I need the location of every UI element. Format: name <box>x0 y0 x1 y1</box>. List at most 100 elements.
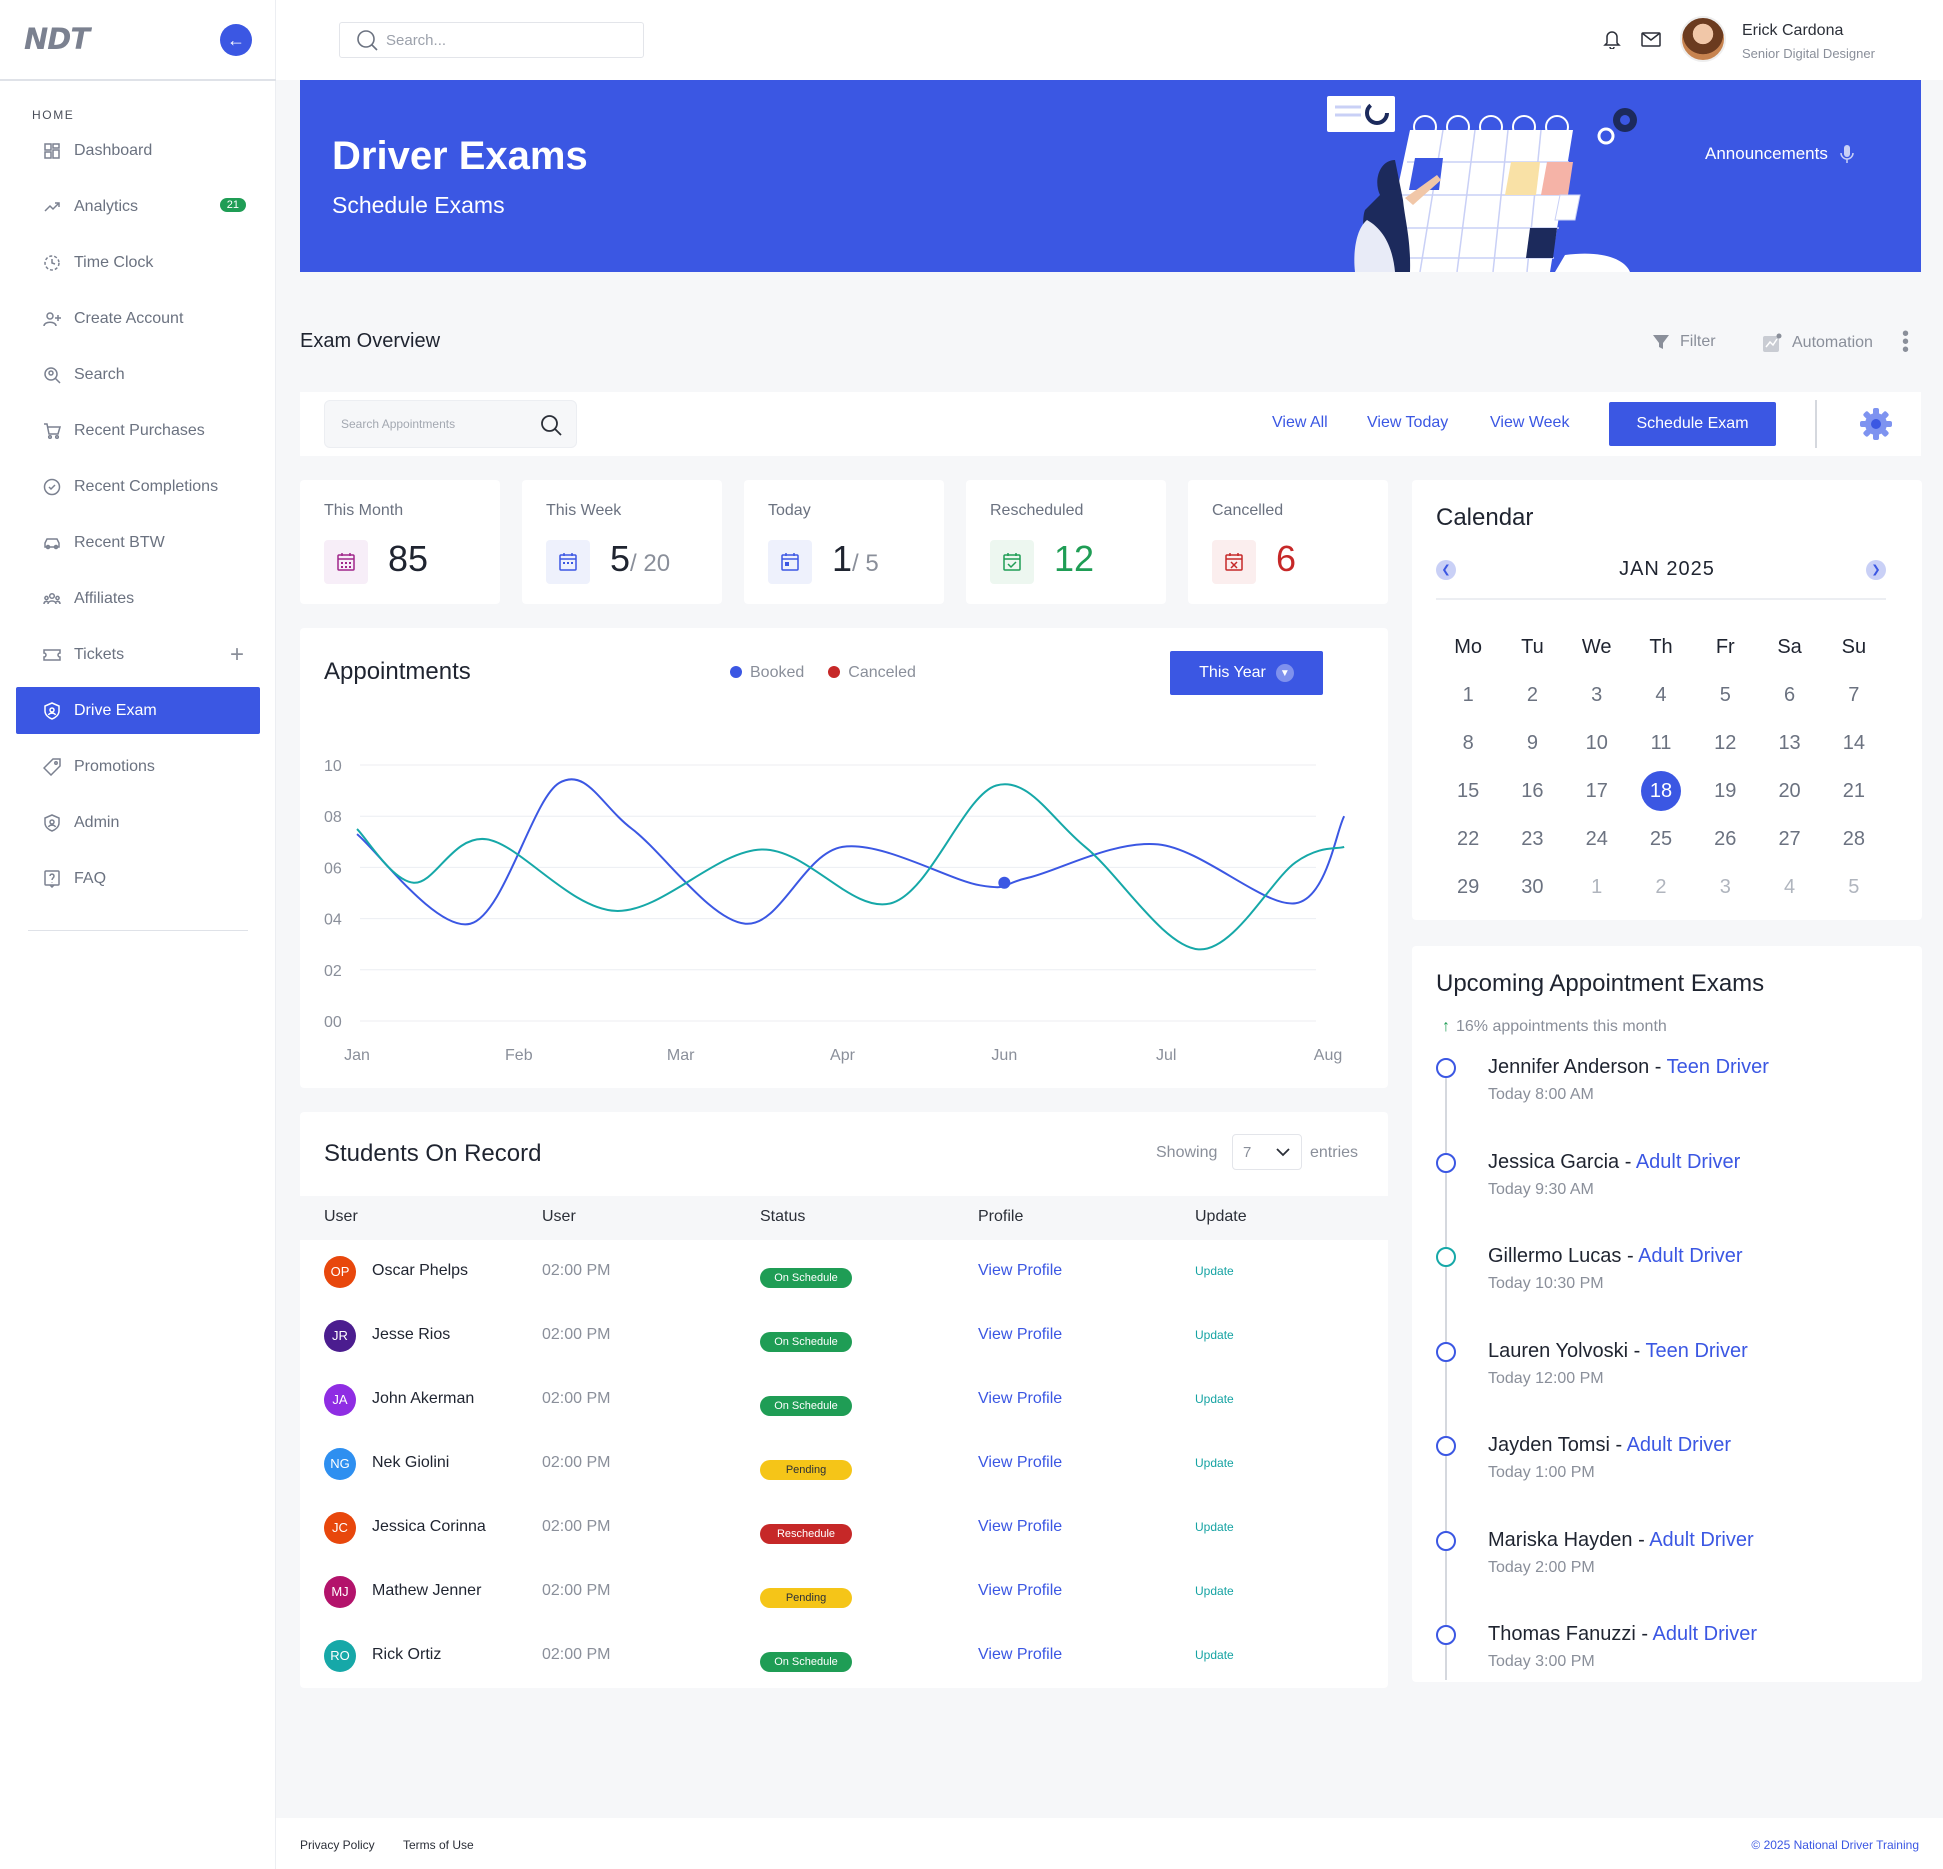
view-profile-link[interactable]: View Profile <box>978 1262 1063 1279</box>
calendar-day[interactable]: 22 <box>1457 827 1480 850</box>
column-header[interactable]: Status <box>760 1208 806 1225</box>
update-link[interactable]: Update <box>1195 1328 1234 1342</box>
sidebar-item-create-account[interactable]: Create Account <box>16 295 260 342</box>
calendar-day[interactable]: 1 <box>1591 875 1603 898</box>
calendar-day[interactable]: 4 <box>1655 683 1667 706</box>
sidebar-item-faq[interactable]: FAQ <box>16 855 260 902</box>
calendar-next-button[interactable]: ❯ <box>1866 560 1886 580</box>
calendar-day[interactable]: 16 <box>1521 779 1544 802</box>
calendar-day[interactable]: 8 <box>1462 731 1474 754</box>
view-profile-link[interactable]: View Profile <box>978 1390 1063 1407</box>
calendar-day[interactable]: 21 <box>1842 779 1865 802</box>
calendar-day[interactable]: 24 <box>1585 827 1608 850</box>
entries-label: entries <box>1310 1144 1359 1161</box>
view-profile-link[interactable]: View Profile <box>978 1582 1063 1599</box>
sidebar-item-analytics[interactable]: Analytics 21 <box>16 183 260 230</box>
weekday-label: Mo <box>1454 635 1483 658</box>
app-logo[interactable]: NDT <box>24 22 90 56</box>
view-week-link[interactable]: View Week <box>1490 414 1570 431</box>
sidebar-item-time-clock[interactable]: Time Clock <box>16 239 260 286</box>
year-range-dropdown[interactable]: This Year ▼ <box>1170 651 1323 695</box>
sidebar-item-dashboard[interactable]: Dashboard <box>16 127 260 174</box>
calendar-day[interactable]: 1 <box>1462 683 1474 706</box>
bell-icon[interactable] <box>1603 29 1621 49</box>
calendar-day[interactable]: 15 <box>1457 779 1480 802</box>
view-all-link[interactable]: View All <box>1272 414 1328 431</box>
calendar-prev-button[interactable]: ❮ <box>1436 560 1456 580</box>
column-header[interactable]: Profile <box>978 1208 1024 1225</box>
exam-type: Teen Driver <box>1666 1056 1769 1078</box>
automation-button[interactable]: Automation <box>1762 333 1873 353</box>
user-name[interactable]: Erick Cardona <box>1742 22 1844 39</box>
legend-booked[interactable]: Booked <box>730 664 804 682</box>
calendar-day[interactable]: 3 <box>1719 875 1731 898</box>
calendar-day[interactable]: 27 <box>1778 827 1801 850</box>
calendar-day[interactable]: 28 <box>1842 827 1865 850</box>
view-profile-link[interactable]: View Profile <box>978 1454 1063 1471</box>
announcements-link[interactable]: Announcements <box>1705 144 1854 164</box>
mail-icon[interactable] <box>1641 32 1661 47</box>
column-header[interactable]: Update <box>1195 1208 1247 1225</box>
sidebar-item-admin[interactable]: Admin <box>16 799 260 846</box>
sidebar-item-recent-purchases[interactable]: Recent Purchases <box>16 407 260 454</box>
calendar-day[interactable]: 11 <box>1650 731 1672 754</box>
sidebar-item-tickets[interactable]: Tickets + <box>16 631 260 678</box>
calendar-day[interactable]: 14 <box>1842 731 1865 754</box>
appointment-search-input[interactable]: Search Appointments <box>324 400 577 448</box>
calendar-day[interactable]: 13 <box>1778 731 1801 754</box>
calendar-day[interactable]: 26 <box>1714 827 1737 850</box>
global-search-input[interactable]: Search... <box>339 22 644 58</box>
students-title: Students On Record <box>324 1140 542 1167</box>
terms-of-use-link[interactable]: Terms of Use <box>403 1838 474 1852</box>
calendar-day[interactable]: 18 <box>1629 767 1693 815</box>
collapse-sidebar-button[interactable]: ← <box>220 24 252 56</box>
calendar-day[interactable]: 2 <box>1526 683 1538 706</box>
column-header[interactable]: User <box>324 1208 358 1225</box>
calendar-day[interactable]: 9 <box>1526 731 1538 754</box>
sidebar-item-recent-btw[interactable]: Recent BTW <box>16 519 260 566</box>
calendar-day[interactable]: 7 <box>1848 683 1860 706</box>
calendar-day[interactable]: 23 <box>1521 827 1544 850</box>
view-profile-link[interactable]: View Profile <box>978 1518 1063 1535</box>
calendar-day[interactable]: 5 <box>1848 875 1860 898</box>
view-profile-link[interactable]: View Profile <box>978 1646 1063 1663</box>
sidebar-item-recent-completions[interactable]: Recent Completions <box>16 463 260 510</box>
update-link[interactable]: Update <box>1195 1584 1234 1598</box>
calendar-day[interactable]: 30 <box>1521 875 1544 898</box>
calendar-day[interactable]: 6 <box>1784 683 1796 706</box>
update-link[interactable]: Update <box>1195 1648 1234 1662</box>
entries-select[interactable]: 7 <box>1232 1134 1302 1170</box>
calendar-day[interactable]: 25 <box>1649 827 1673 850</box>
exam-time: Today 12:00 PM <box>1488 1369 1604 1387</box>
calendar-day[interactable]: 20 <box>1778 779 1801 802</box>
update-link[interactable]: Update <box>1195 1520 1234 1534</box>
sidebar-item-affiliates[interactable]: Affiliates <box>16 575 260 622</box>
calendar-day[interactable]: 4 <box>1784 875 1796 898</box>
view-profile-link[interactable]: View Profile <box>978 1326 1063 1343</box>
view-today-link[interactable]: View Today <box>1367 414 1449 431</box>
filter-button[interactable]: Filter <box>1652 333 1716 351</box>
update-link[interactable]: Update <box>1195 1264 1234 1278</box>
sidebar-item-drive-exam[interactable]: Drive Exam <box>16 687 260 734</box>
calendar-day[interactable]: 5 <box>1719 683 1731 706</box>
calendar-day[interactable]: 29 <box>1457 875 1480 898</box>
schedule-exam-button[interactable]: Schedule Exam <box>1609 402 1776 446</box>
calendar-day[interactable]: 2 <box>1655 875 1667 898</box>
calendar-day[interactable]: 10 <box>1585 731 1608 754</box>
user-avatar[interactable] <box>1680 16 1726 62</box>
add-ticket-icon[interactable]: + <box>229 641 244 668</box>
more-options-icon[interactable]: • • • <box>1902 323 1910 361</box>
update-link[interactable]: Update <box>1195 1456 1234 1470</box>
calendar-day[interactable]: 19 <box>1714 779 1737 802</box>
column-header[interactable]: User <box>542 1208 576 1225</box>
calendar-day[interactable]: 3 <box>1591 683 1603 706</box>
gear-icon[interactable] <box>1858 406 1894 442</box>
exam-time: 02:00 PM <box>542 1646 611 1663</box>
sidebar-item-promotions[interactable]: Promotions <box>16 743 260 790</box>
calendar-day[interactable]: 12 <box>1714 731 1737 754</box>
privacy-policy-link[interactable]: Privacy Policy <box>300 1838 375 1852</box>
update-link[interactable]: Update <box>1195 1392 1234 1406</box>
legend-canceled[interactable]: Canceled <box>828 664 916 682</box>
calendar-day[interactable]: 17 <box>1585 779 1608 802</box>
sidebar-item-search[interactable]: Search <box>16 351 260 398</box>
